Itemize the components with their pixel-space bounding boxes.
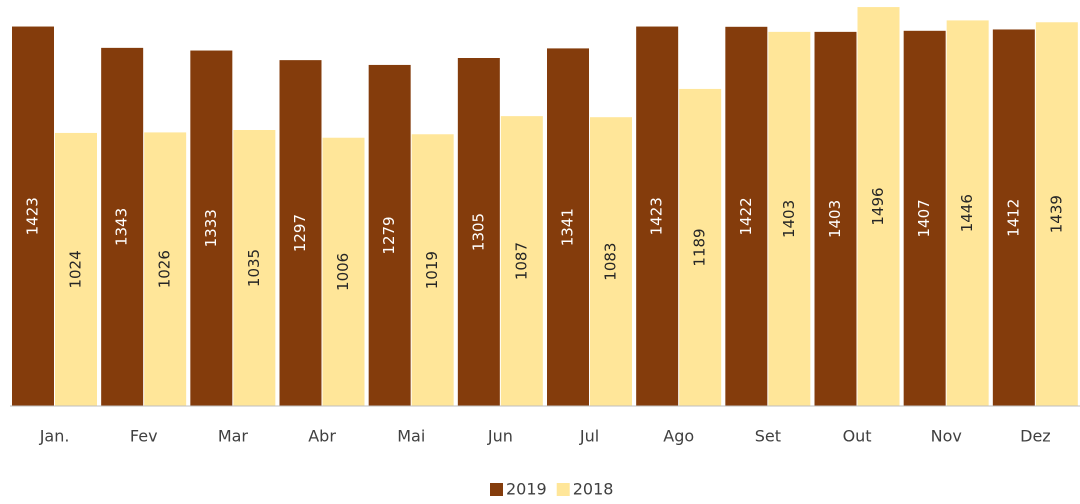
bar bbox=[903, 30, 946, 407]
data-label: 1423 bbox=[648, 197, 666, 235]
x-tick-label: Jul bbox=[579, 427, 599, 446]
x-tick-label: Set bbox=[755, 427, 781, 446]
data-label: 1343 bbox=[113, 208, 131, 246]
data-label: 1279 bbox=[380, 216, 398, 254]
bar bbox=[101, 47, 144, 406]
x-tick-label: Nov bbox=[931, 427, 962, 446]
data-label: 1035 bbox=[245, 249, 263, 287]
data-label: 1403 bbox=[826, 200, 844, 238]
bar bbox=[411, 134, 454, 406]
bar bbox=[457, 58, 500, 406]
bar bbox=[636, 26, 679, 407]
data-label: 1189 bbox=[691, 228, 709, 266]
data-label: 1087 bbox=[512, 242, 530, 280]
x-tick-label: Mar bbox=[218, 427, 249, 446]
data-label: 1439 bbox=[1047, 195, 1065, 233]
bar bbox=[368, 64, 411, 406]
data-label: 1305 bbox=[469, 213, 487, 251]
x-tick-label: Abr bbox=[308, 427, 336, 446]
data-label: 1423 bbox=[24, 197, 42, 235]
data-label: 1422 bbox=[737, 197, 755, 235]
data-label: 1333 bbox=[202, 209, 220, 247]
bar bbox=[12, 26, 54, 407]
data-label: 1412 bbox=[1004, 199, 1022, 237]
bar bbox=[322, 137, 365, 406]
bar bbox=[679, 88, 722, 406]
bar bbox=[547, 48, 589, 407]
data-label: 1006 bbox=[334, 253, 352, 291]
bar bbox=[814, 31, 857, 406]
bar bbox=[190, 50, 233, 407]
data-label: 1083 bbox=[602, 243, 620, 281]
x-tick-label: Jun bbox=[487, 427, 513, 446]
bar bbox=[500, 116, 543, 406]
x-tick-label: Fev bbox=[130, 427, 158, 446]
bar bbox=[725, 26, 768, 407]
x-tick-label: Mai bbox=[397, 427, 425, 446]
bar bbox=[857, 7, 900, 406]
legend-swatch bbox=[556, 483, 570, 496]
bar bbox=[946, 20, 989, 407]
data-label: 1341 bbox=[559, 208, 577, 246]
bar bbox=[279, 60, 322, 407]
bar bbox=[768, 31, 811, 406]
legend-label: 2019 bbox=[506, 480, 547, 499]
data-label: 1407 bbox=[915, 199, 933, 237]
bar bbox=[992, 29, 1035, 406]
data-label: 1024 bbox=[67, 250, 85, 288]
data-label: 1019 bbox=[423, 251, 441, 289]
x-tick-label: Dez bbox=[1020, 427, 1051, 446]
x-tick-label: Out bbox=[843, 427, 872, 446]
x-tick-label: Jan. bbox=[39, 427, 70, 446]
bar bbox=[233, 130, 276, 406]
x-tick-label: Ago bbox=[663, 427, 694, 446]
data-label: 1026 bbox=[156, 250, 174, 288]
bar bbox=[590, 117, 632, 406]
bar bbox=[1035, 22, 1078, 407]
data-label: 1496 bbox=[869, 187, 887, 225]
legend-swatch bbox=[490, 483, 503, 496]
bar bbox=[144, 132, 187, 406]
data-label: 1403 bbox=[780, 200, 798, 238]
bar bbox=[55, 132, 97, 406]
data-label: 1297 bbox=[291, 214, 309, 252]
data-label: 1446 bbox=[958, 194, 976, 232]
legend-label: 2018 bbox=[573, 480, 614, 499]
